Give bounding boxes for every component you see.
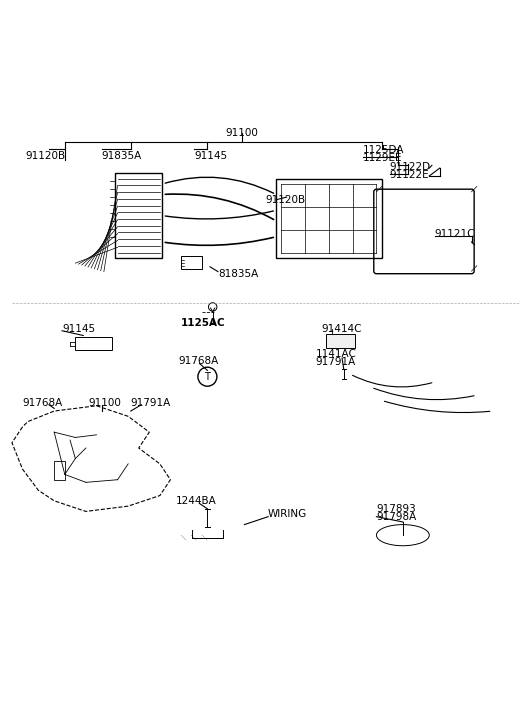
Text: 91121C: 91121C bbox=[434, 229, 475, 239]
Text: 1125DA: 1125DA bbox=[363, 145, 405, 155]
Text: 91120B: 91120B bbox=[25, 151, 65, 161]
Bar bbox=[54, 461, 65, 480]
Text: 91120B: 91120B bbox=[266, 195, 306, 205]
Text: 91791A: 91791A bbox=[131, 398, 171, 408]
Text: 91145: 91145 bbox=[62, 324, 95, 334]
Bar bbox=[326, 334, 355, 348]
Text: 91835A: 91835A bbox=[102, 151, 142, 161]
Text: 91122D: 91122D bbox=[390, 162, 431, 172]
Text: 91768A: 91768A bbox=[22, 398, 63, 408]
Text: 91768A: 91768A bbox=[178, 356, 219, 366]
Text: 91791A: 91791A bbox=[316, 357, 356, 367]
Text: 917893: 917893 bbox=[376, 504, 416, 514]
Text: 1244BA: 1244BA bbox=[176, 496, 217, 506]
Text: 1141AC: 1141AC bbox=[316, 349, 356, 359]
Text: 91145: 91145 bbox=[194, 151, 227, 161]
Text: 1125AC: 1125AC bbox=[181, 318, 226, 328]
Text: WIRING: WIRING bbox=[268, 509, 307, 519]
Bar bbox=[75, 337, 113, 350]
Text: 91100: 91100 bbox=[225, 128, 258, 137]
Text: 91414C: 91414C bbox=[321, 324, 362, 334]
Text: 1129EE: 1129EE bbox=[363, 153, 402, 163]
Text: 91100: 91100 bbox=[89, 398, 122, 408]
Text: 81835A: 81835A bbox=[218, 269, 258, 278]
Bar bbox=[115, 173, 162, 258]
Text: 91798A: 91798A bbox=[376, 512, 417, 522]
Text: 91122E: 91122E bbox=[390, 170, 429, 180]
Bar bbox=[276, 179, 382, 258]
Bar bbox=[181, 257, 202, 270]
Text: T: T bbox=[204, 371, 210, 382]
